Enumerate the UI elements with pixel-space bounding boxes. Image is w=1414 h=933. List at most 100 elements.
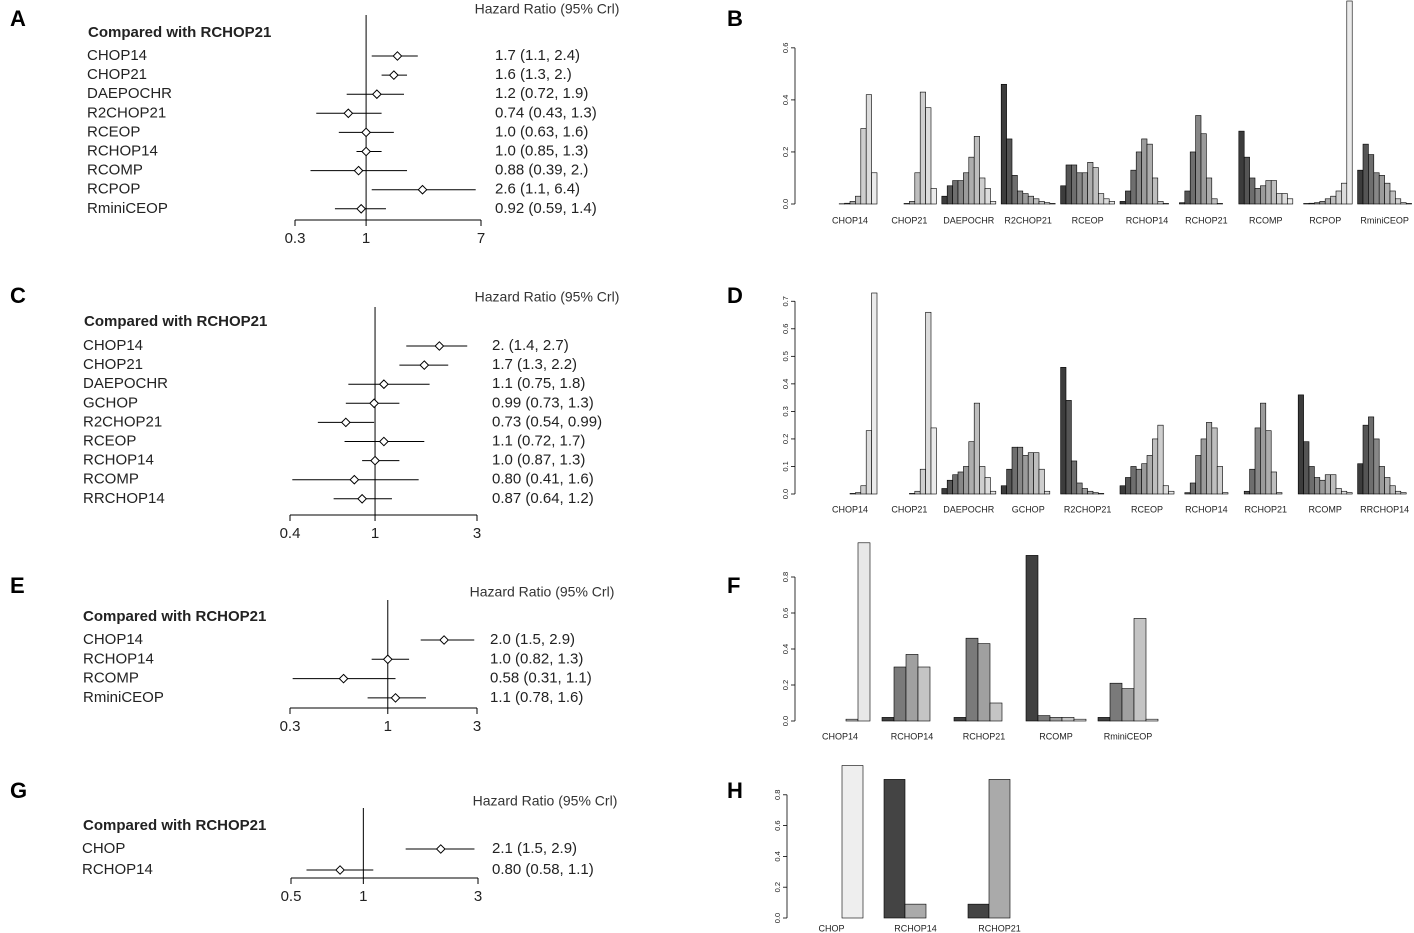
bar [957, 471, 964, 495]
point-estimate [439, 635, 449, 645]
y-tick-label: 0.4 [781, 644, 790, 654]
x-tick-label: 3 [473, 525, 481, 542]
bar [1146, 455, 1153, 495]
x-tick-label: RRCHOP14 [1360, 504, 1409, 514]
bar [893, 666, 907, 722]
heading: Compared with RCHOP21 [83, 608, 266, 625]
bar [1249, 468, 1256, 495]
bar [1011, 446, 1018, 495]
y-tick-label: 0.2 [773, 882, 782, 892]
bar [1254, 188, 1261, 205]
bar [1341, 182, 1348, 205]
x-tick-label: RCEOP [1131, 504, 1163, 514]
bar [844, 202, 851, 205]
bar [1157, 424, 1164, 495]
point-estimate [349, 474, 360, 485]
bar [1184, 492, 1191, 495]
bar [857, 542, 871, 722]
bar [1335, 488, 1342, 495]
bar [865, 94, 872, 205]
bar [914, 490, 921, 495]
x-tick-label: RCOMP [1039, 731, 1073, 741]
bar [1044, 202, 1051, 205]
bar [1119, 201, 1126, 205]
bar [1222, 492, 1229, 495]
bar [1362, 143, 1369, 205]
x-tick-label: DAEPOCHR [943, 215, 995, 225]
bar [1319, 479, 1326, 495]
category-label: CHOP14 [83, 337, 143, 354]
bar [1037, 715, 1051, 722]
bar [1017, 446, 1024, 495]
bar [1243, 156, 1250, 205]
bar [881, 717, 895, 722]
bar [1238, 130, 1245, 205]
heading: Compared with RCHOP21 [84, 313, 267, 330]
point-estimate [390, 692, 401, 703]
bar [1319, 201, 1326, 205]
bar [1049, 203, 1056, 205]
category-label: RRCHOP14 [83, 490, 165, 507]
y-tick-label: 0.8 [781, 572, 790, 582]
bar [1303, 203, 1310, 205]
bar [1216, 466, 1223, 495]
bar [1130, 169, 1137, 205]
point-estimate [357, 493, 368, 504]
title: Hazard Ratio (95% Crl) [470, 584, 615, 600]
bar [1087, 490, 1094, 495]
y-tick-label: 0.2 [781, 434, 790, 444]
point-estimate [435, 844, 446, 854]
bar [1260, 402, 1267, 495]
x-tick-label: 0.3 [285, 230, 306, 247]
bar [1103, 198, 1110, 205]
y-tick-label: 0.6 [773, 820, 782, 830]
bar [965, 637, 979, 722]
category-label: RCPOP [87, 181, 140, 198]
bar [1389, 485, 1396, 495]
x-tick-label: RCHOP21 [1185, 215, 1228, 225]
bar [1038, 468, 1045, 495]
bar [904, 903, 927, 919]
heading: Compared with RCHOP21 [88, 24, 271, 41]
bar [1049, 717, 1063, 722]
x-tick-label: RminiCEOP [1104, 731, 1153, 741]
point-estimate [371, 89, 382, 100]
bar [1189, 151, 1196, 205]
bar [1265, 180, 1272, 205]
bar [1324, 474, 1331, 495]
point-estimate [382, 654, 393, 665]
bar [1341, 490, 1348, 495]
x-tick-label: 1 [371, 525, 379, 542]
y-tick-label: 0.5 [781, 351, 790, 361]
y-tick-label: 0.6 [781, 324, 790, 334]
y-tick-label: 0.2 [781, 147, 790, 157]
bar [1200, 438, 1207, 495]
value-label: 1.1 (0.72, 1.7) [492, 432, 585, 449]
bar [1195, 455, 1202, 495]
bar [1168, 490, 1175, 495]
x-tick-label: DAEPOCHR [943, 504, 995, 514]
bar [1270, 180, 1277, 205]
bar [1260, 185, 1267, 205]
value-label: 0.99 (0.73, 1.3) [492, 394, 594, 411]
bar [1384, 477, 1391, 495]
bar [1297, 394, 1304, 495]
bar [1395, 490, 1402, 495]
x-tick-label: CHOP21 [891, 215, 927, 225]
bar [1206, 177, 1213, 205]
category-label: RminiCEOP [83, 689, 164, 706]
bar [1308, 202, 1315, 205]
x-tick-label: RCOMP [1249, 215, 1283, 225]
y-tick-label: 0.0 [781, 716, 790, 726]
value-label: 2.1 (1.5, 2.9) [492, 840, 577, 857]
bar [1378, 175, 1385, 205]
x-tick-label: CHOP14 [822, 731, 858, 741]
bar [925, 107, 932, 205]
bar [1065, 400, 1072, 495]
bar [1119, 485, 1126, 495]
category-label: R2CHOP21 [83, 413, 162, 430]
point-estimate [361, 127, 372, 138]
bar [1000, 485, 1007, 495]
bar [990, 490, 997, 495]
